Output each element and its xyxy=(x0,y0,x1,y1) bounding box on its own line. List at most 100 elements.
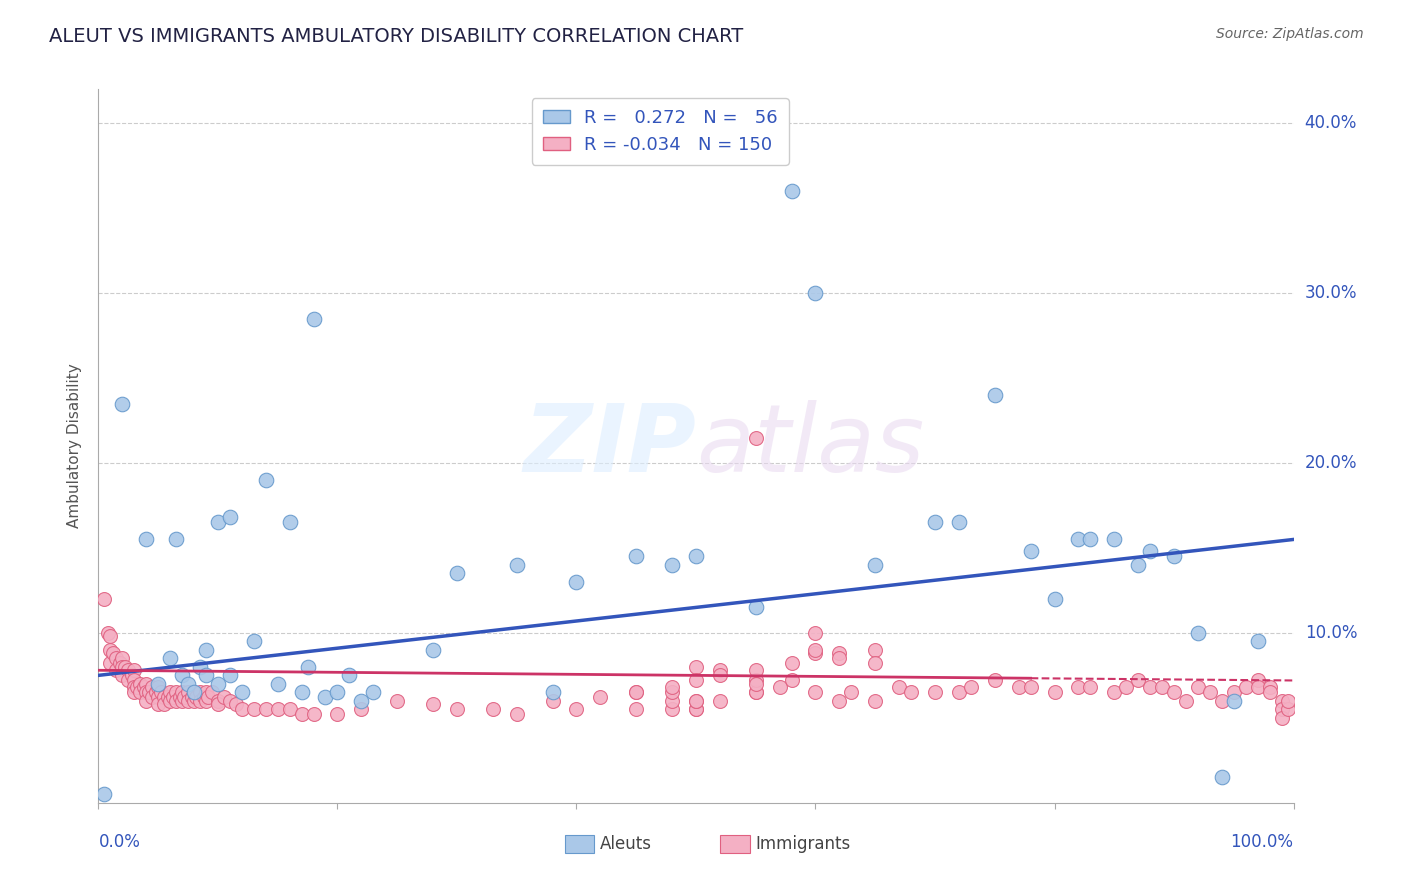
Point xyxy=(172,694,194,708)
Point xyxy=(302,707,325,722)
Y-axis label: Ambulatory Disability: Ambulatory Disability xyxy=(67,364,83,528)
Point xyxy=(165,685,187,699)
Text: 20.0%: 20.0% xyxy=(1305,454,1357,472)
Point xyxy=(1277,694,1299,708)
Point xyxy=(481,702,505,716)
Point xyxy=(1247,680,1270,694)
Point xyxy=(159,685,181,699)
Point xyxy=(804,685,827,699)
Point xyxy=(124,673,146,688)
Point xyxy=(195,694,218,708)
Point xyxy=(141,690,163,705)
Point xyxy=(1115,680,1137,694)
Point xyxy=(219,668,242,682)
Point xyxy=(804,643,827,657)
Point xyxy=(1043,591,1066,606)
Point xyxy=(626,549,648,564)
Point xyxy=(709,668,731,682)
Point xyxy=(302,311,325,326)
Point xyxy=(804,626,827,640)
Point xyxy=(900,685,922,699)
Point xyxy=(1139,680,1161,694)
Point xyxy=(828,651,851,665)
Point xyxy=(315,690,337,705)
Point xyxy=(865,643,887,657)
Point xyxy=(183,685,205,699)
Point xyxy=(188,660,211,674)
Point xyxy=(865,558,887,572)
Point xyxy=(1080,680,1102,694)
Point xyxy=(108,657,131,671)
Point xyxy=(165,533,187,547)
Point xyxy=(446,566,468,581)
Point xyxy=(446,702,468,716)
Point xyxy=(1271,711,1294,725)
Point xyxy=(291,707,314,722)
Point xyxy=(114,660,136,674)
Point xyxy=(121,668,143,682)
Point xyxy=(1258,680,1281,694)
Text: ALEUT VS IMMIGRANTS AMBULATORY DISABILITY CORRELATION CHART: ALEUT VS IMMIGRANTS AMBULATORY DISABILIT… xyxy=(49,27,744,45)
Text: Source: ZipAtlas.com: Source: ZipAtlas.com xyxy=(1216,27,1364,41)
Point xyxy=(804,646,827,660)
Bar xyxy=(565,835,595,853)
Point xyxy=(148,690,170,705)
Point xyxy=(924,685,946,699)
Point xyxy=(207,694,229,708)
Point xyxy=(541,694,564,708)
Point xyxy=(177,685,200,699)
Point xyxy=(780,657,803,671)
Point xyxy=(1067,533,1090,547)
Point xyxy=(267,702,290,716)
Point xyxy=(135,694,157,708)
Point xyxy=(135,533,157,547)
Point xyxy=(225,698,247,712)
Point xyxy=(804,286,827,301)
Point xyxy=(350,694,373,708)
Point xyxy=(93,591,115,606)
Point xyxy=(1247,634,1270,648)
Point xyxy=(135,685,157,699)
Point xyxy=(117,663,139,677)
Point xyxy=(101,646,124,660)
Point xyxy=(291,685,314,699)
Text: 10.0%: 10.0% xyxy=(1305,624,1357,642)
Point xyxy=(1128,673,1150,688)
Point xyxy=(326,685,349,699)
Point xyxy=(148,680,170,694)
Text: atlas: atlas xyxy=(696,401,924,491)
Point xyxy=(685,702,707,716)
Point xyxy=(97,626,120,640)
Point xyxy=(149,685,172,699)
Point xyxy=(865,657,887,671)
Point xyxy=(98,629,122,643)
Point xyxy=(180,690,202,705)
Point xyxy=(197,690,219,705)
Point xyxy=(685,694,707,708)
Point xyxy=(1163,685,1185,699)
Point xyxy=(1175,694,1198,708)
Point xyxy=(780,184,803,198)
Point xyxy=(177,677,200,691)
Point xyxy=(111,660,134,674)
Point xyxy=(173,690,195,705)
Point xyxy=(709,663,731,677)
Point xyxy=(156,690,179,705)
Point xyxy=(685,549,707,564)
Point xyxy=(1019,544,1042,558)
Bar xyxy=(720,835,749,853)
Point xyxy=(506,558,529,572)
Point xyxy=(626,685,648,699)
Point xyxy=(745,685,768,699)
Point xyxy=(105,651,128,665)
Point xyxy=(243,702,266,716)
Point xyxy=(132,680,155,694)
Text: Aleuts: Aleuts xyxy=(600,835,652,853)
Point xyxy=(98,643,122,657)
Point xyxy=(948,685,970,699)
Text: ZIP: ZIP xyxy=(523,400,696,492)
Point xyxy=(948,516,970,530)
Point xyxy=(828,694,851,708)
Text: 40.0%: 40.0% xyxy=(1305,114,1357,132)
Point xyxy=(565,702,588,716)
